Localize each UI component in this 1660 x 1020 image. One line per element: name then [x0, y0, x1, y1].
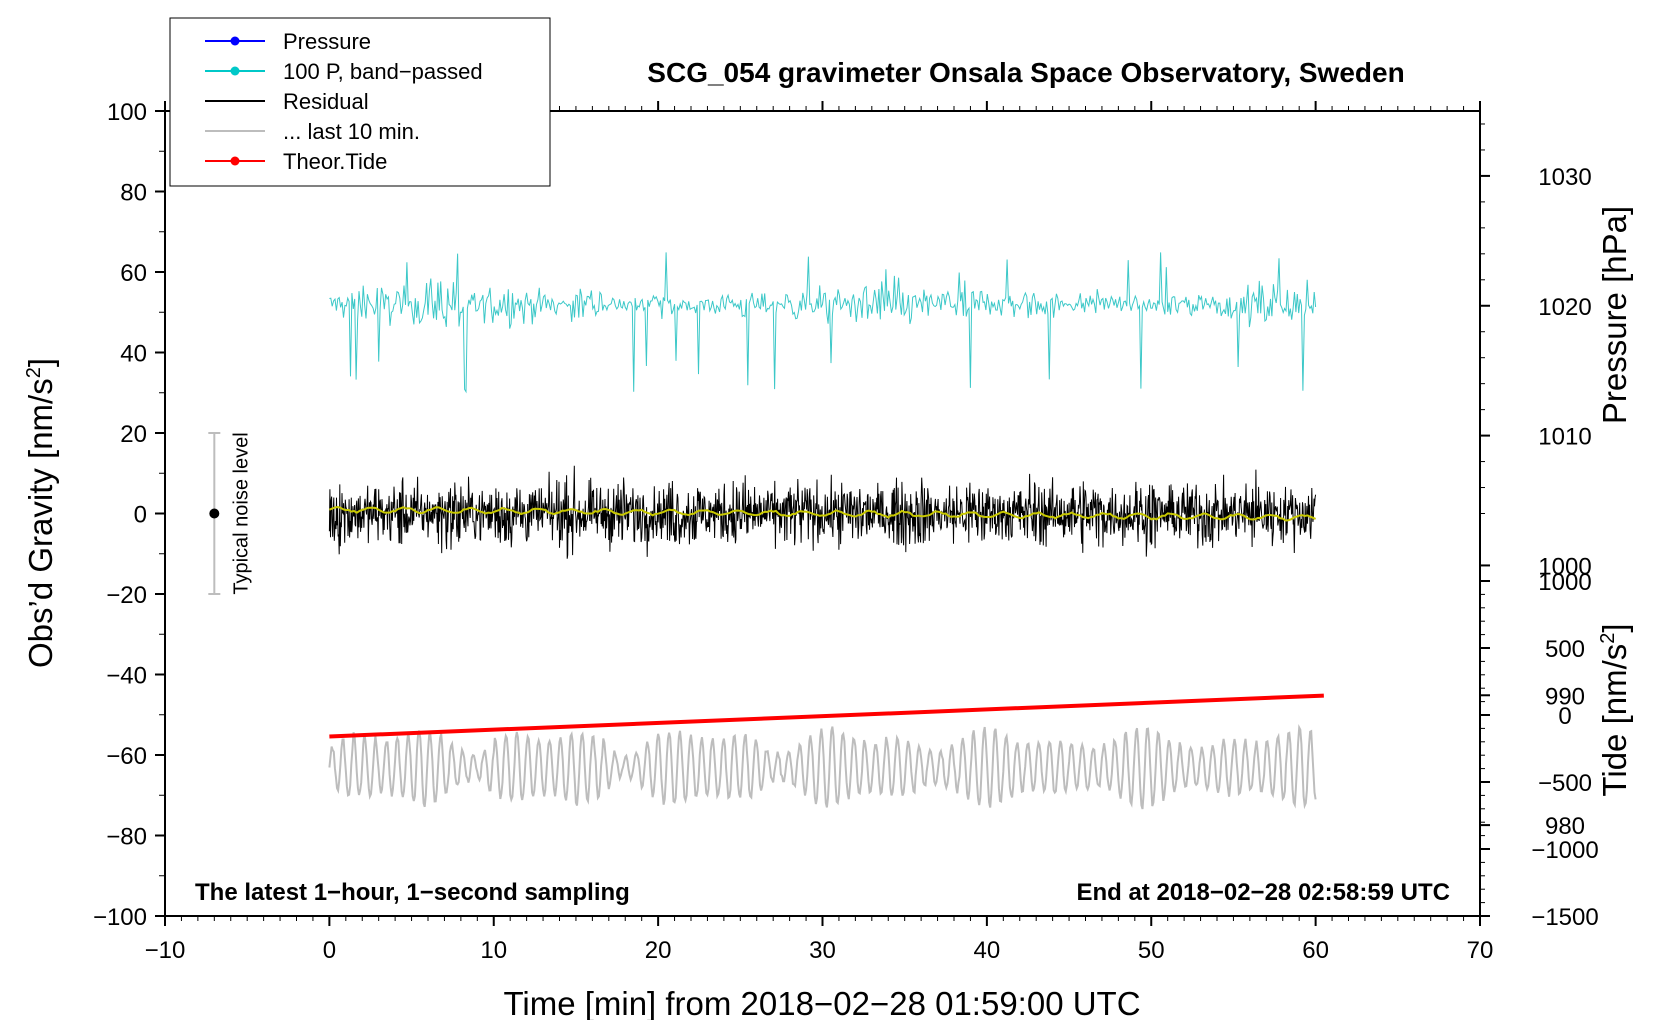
legend-marker	[230, 156, 240, 166]
legend-label: Pressure	[283, 29, 371, 54]
x-tick-label: 0	[323, 937, 336, 964]
series-residual-smoothed	[329, 505, 1317, 522]
y-left-tick-label: −20	[106, 582, 147, 609]
footer-left: The latest 1−hour, 1−second sampling	[195, 879, 630, 906]
y-tide-title-close: ]	[1596, 623, 1633, 632]
footer-right: End at 2018−02−28 02:58:59 UTC	[1076, 879, 1450, 906]
y-pressure-tick-label: 1010	[1538, 424, 1591, 451]
y-axis-left-title: Obs’d Gravity [nm/s2]	[22, 358, 59, 668]
y-left-tick-label: −60	[106, 743, 147, 770]
y-left-tick-label: −100	[93, 904, 147, 931]
y-left-tick-label: 60	[120, 260, 147, 287]
legend: Pressure 100 P, band−passed Residual ... la…	[169, 17, 551, 187]
series-bandpassed-pressure	[329, 252, 1317, 394]
x-tick-label: 30	[809, 937, 836, 964]
y-left-tick-label: 40	[120, 341, 147, 368]
legend-label: Residual	[283, 89, 369, 114]
y-left-tick-label: 0	[134, 502, 147, 529]
legend-marker	[230, 36, 240, 46]
y-left-title-close: ]	[22, 358, 59, 367]
legend-label: 100 P, band−passed	[283, 59, 483, 84]
x-tick-label: −10	[145, 937, 186, 964]
y-tide-tick-label: −1000	[1531, 837, 1598, 864]
y-axis-pressure-title: Pressure [hPa]	[1596, 206, 1633, 424]
noise-label: Typical noise level	[230, 432, 252, 594]
x-tick-label: 10	[480, 937, 507, 964]
y-tide-tick-label: 500	[1545, 636, 1585, 663]
series-theor-tide	[329, 693, 1324, 739]
y-left-tick-label: 80	[120, 180, 147, 207]
y-tide-title-sup: 2	[1597, 633, 1619, 644]
legend-label: ... last 10 min.	[283, 119, 420, 144]
noise-indicator: Typical noise level	[208, 432, 252, 595]
plot-lines	[328, 252, 1324, 810]
y-left-tick-label: −80	[106, 824, 147, 851]
x-axis-title: Time [min] from 2018−02−28 01:59:00 UTC	[503, 985, 1140, 1020]
x-tick-label: 50	[1138, 937, 1165, 964]
x-tick-label: 60	[1302, 937, 1329, 964]
x-tick-label: 20	[645, 937, 672, 964]
y-left-title-sup: 2	[23, 367, 45, 378]
y-left-tick-label: 20	[120, 421, 147, 448]
y-pressure-tick-label: 1020	[1538, 294, 1591, 321]
x-tick-label: 70	[1467, 937, 1494, 964]
y-pressure-tick-label: 1030	[1538, 164, 1591, 191]
y-axis-tide-title: Tide [nm/s2]	[1596, 623, 1633, 796]
axis-ticks: −10 0 10 20 30 40 50 60 70−100−80−60−40−20020406…	[93, 99, 1599, 964]
series-residual	[328, 465, 1317, 559]
y-pressure-tick-label: 1000	[1538, 553, 1591, 580]
y-left-tick-label: 100	[107, 99, 147, 126]
y-tide-title-main: Tide [nm/s	[1596, 644, 1633, 797]
y-tide-tick-label: −1500	[1531, 904, 1598, 931]
series-last-10-min	[328, 724, 1317, 810]
y-pressure-tick-label: 980	[1545, 813, 1585, 840]
x-tick-label: 40	[974, 937, 1001, 964]
y-tide-tick-label: 0	[1558, 703, 1571, 730]
noise-center-dot	[209, 508, 220, 519]
y-tide-tick-label: 1000	[1538, 569, 1591, 596]
y-left-title-main: Obs’d Gravity [nm/s	[22, 378, 59, 668]
y-pressure-tick-label: 990	[1545, 683, 1585, 710]
y-left-tick-label: −40	[106, 663, 147, 690]
chart-title: SCG_054 gravimeter Onsala Space Observat…	[647, 57, 1404, 88]
y-tide-tick-label: −500	[1538, 770, 1592, 797]
legend-label: Theor.Tide	[283, 149, 387, 174]
legend-marker	[230, 66, 240, 76]
